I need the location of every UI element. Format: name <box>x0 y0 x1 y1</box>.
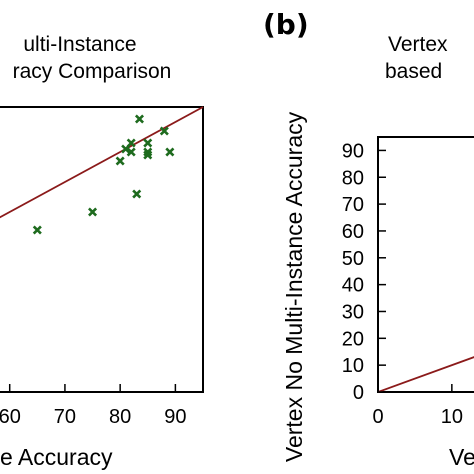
panel-a-x-tick-label: 80 <box>109 406 131 428</box>
panel-b-letter: (b) <box>263 8 309 41</box>
panel-b-y-axis-label: Vertex No Multi-Instance Accuracy <box>281 111 307 462</box>
panel-a-x-axis-label: e Accuracy <box>0 444 113 470</box>
panel-b-y-tick-label: 80 <box>342 167 364 189</box>
panel-a-data-point <box>159 126 169 136</box>
panel-a-data-point <box>165 147 175 157</box>
panel-b-y-tick-label: 90 <box>342 140 364 162</box>
panel-b-title-line-1: Vertex <box>388 33 448 56</box>
panel-b-x-axis-label: Ve <box>449 444 474 470</box>
panel-a-reference-line <box>0 106 204 219</box>
panel-a-plot-area: 60 70 80 90 <box>0 106 204 428</box>
panel-b-y-tick-label: 60 <box>342 221 364 243</box>
panel-a-data-point <box>88 207 98 217</box>
panel-a-data-point <box>32 225 42 235</box>
panel-b-x-tick-label: 0 <box>372 406 383 428</box>
panel-a-chart: ulti-Instance racy Comparison e Accuracy… <box>0 33 204 470</box>
panel-b-y-tick-label: 50 <box>342 248 364 270</box>
panel-a-data-point <box>132 189 142 199</box>
panel-a-data-point <box>143 150 153 160</box>
panel-a-x-tick-label: 70 <box>54 406 76 428</box>
panel-b-reference-line <box>377 356 474 393</box>
panel-b-y-tick-label: 40 <box>342 275 364 297</box>
panel-b-y-tick-label: 10 <box>342 355 364 377</box>
panel-a-data-point <box>126 138 136 148</box>
panel-b-x-tick-label: 10 <box>441 406 463 428</box>
panel-b-y-tick-label: 0 <box>353 382 364 404</box>
panel-a-title-line-1: ulti-Instance <box>23 33 136 56</box>
panel-a-data-point <box>126 147 136 157</box>
panel-b-y-tick-label: 30 <box>342 301 364 323</box>
panel-b-title-line-2: based <box>385 60 442 83</box>
panel-a-data-point <box>115 156 125 166</box>
panel-a-data-point <box>134 114 145 124</box>
panel-b-plot-area: 0 10 20 30 40 50 60 70 80 90 0 10 <box>342 136 474 428</box>
panel-a-x-tick-label: 60 <box>0 406 21 428</box>
panel-a-frame <box>0 106 204 393</box>
panel-a-data-point <box>143 138 153 148</box>
panel-a-x-tick-label: 90 <box>164 406 186 428</box>
panel-b-frame <box>377 136 474 393</box>
panel-b-y-tick-label: 70 <box>342 194 364 216</box>
panel-a-title-line-2: racy Comparison <box>13 60 172 83</box>
panel-b-chart: (b) Vertex based Vertex No Multi-Instanc… <box>263 8 474 470</box>
panel-b-y-tick-label: 20 <box>342 328 364 350</box>
